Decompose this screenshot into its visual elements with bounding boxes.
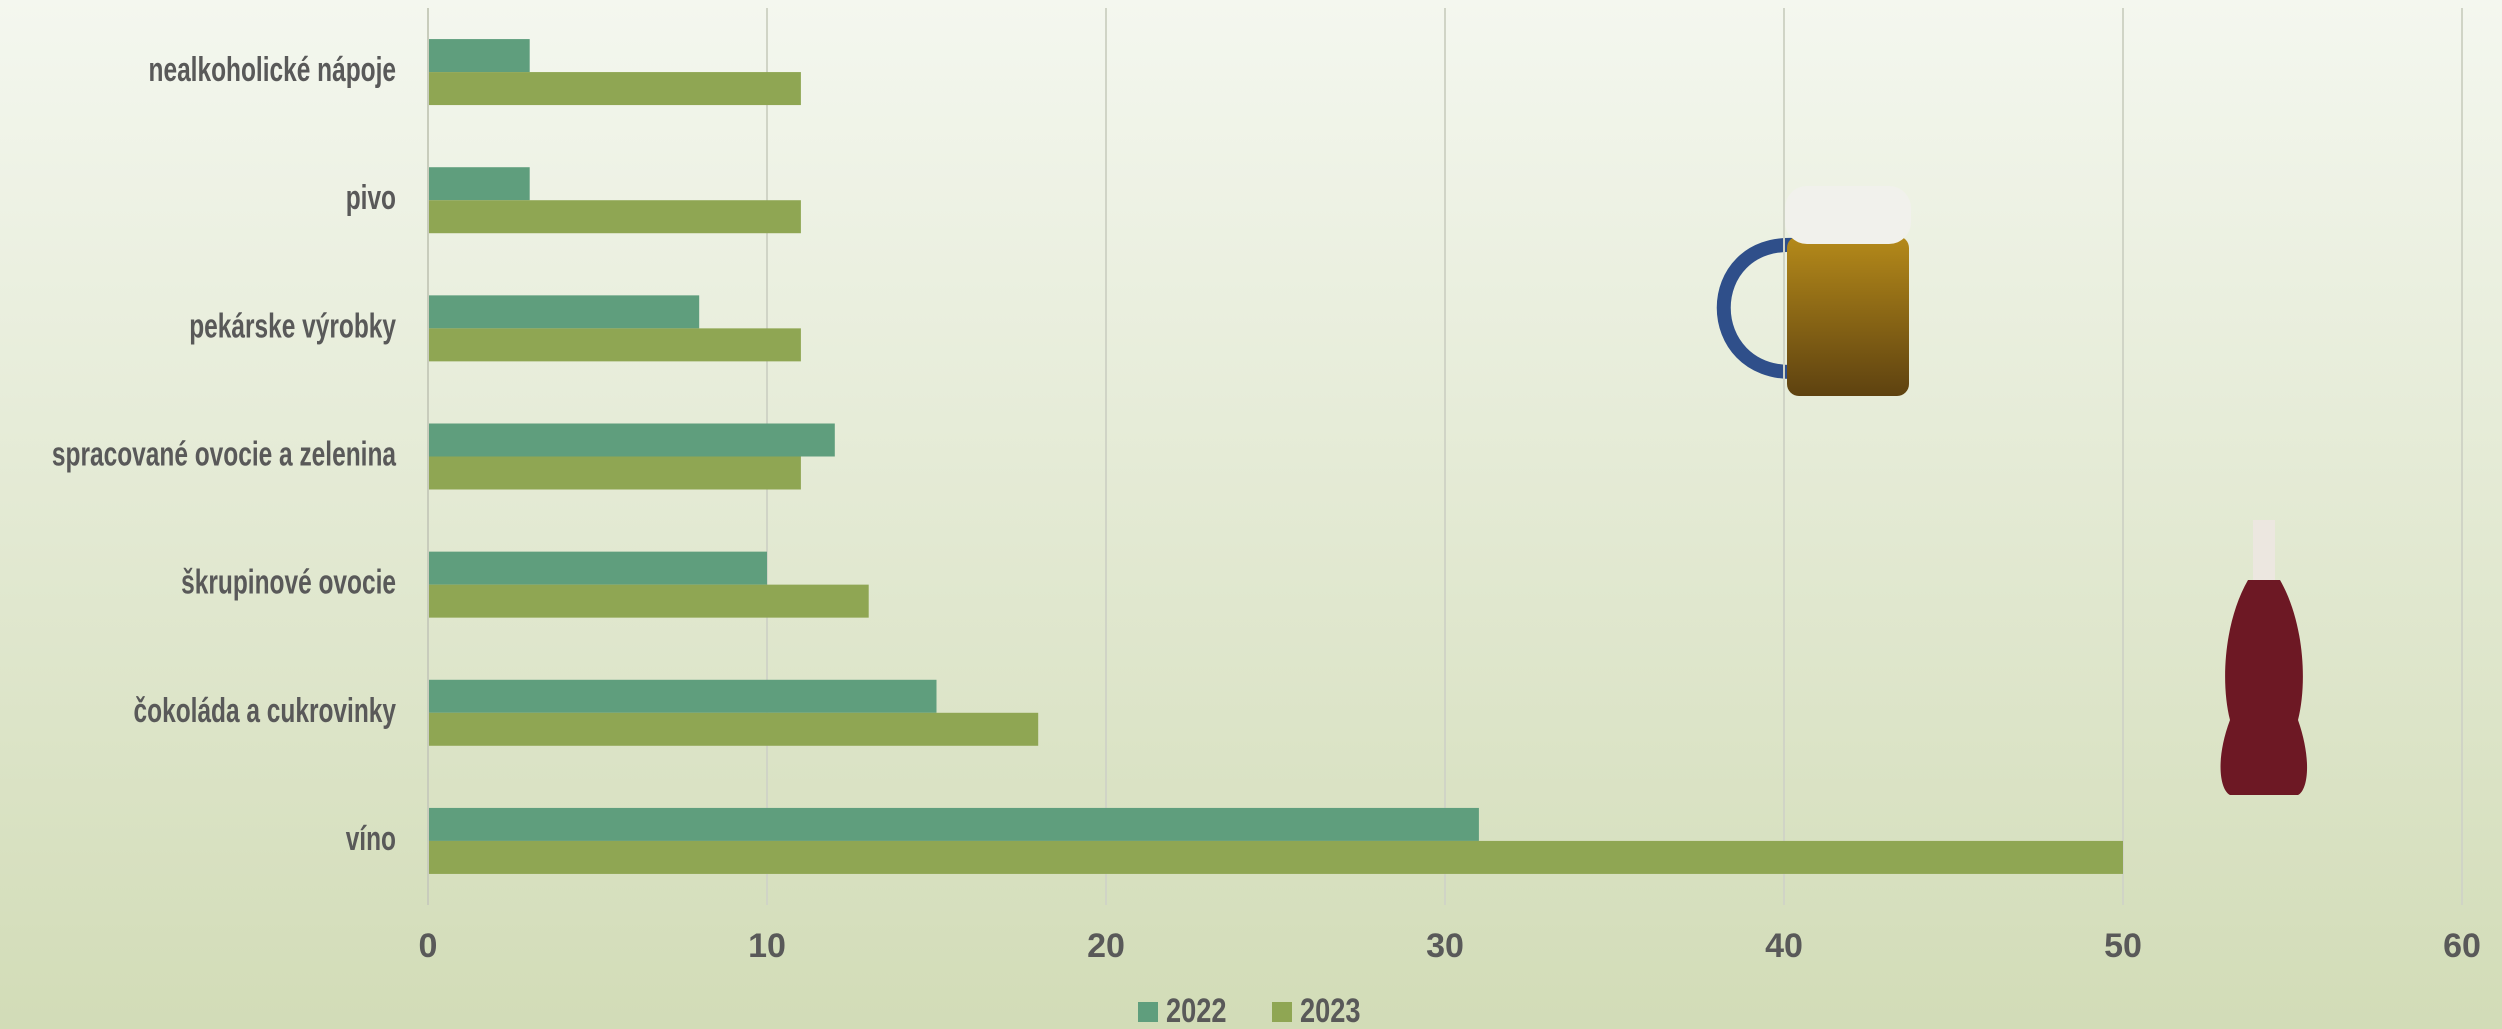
category-label-group: pekárske výrobky: [189, 308, 396, 346]
x-tick-label: 50: [2104, 927, 2142, 965]
category-label-group: pivo: [346, 179, 396, 217]
x-tick-label: 10: [748, 927, 786, 965]
cola-bottle: [2220, 520, 2308, 795]
category-label-group: nealkoholické nápoje: [149, 51, 396, 89]
bar: [428, 200, 801, 234]
x-tick-label: 40: [1765, 927, 1803, 965]
y-tick-label: nealkoholické nápoje: [149, 51, 396, 89]
bar: [428, 72, 801, 106]
x-tick-label: 60: [2443, 927, 2481, 965]
bar: [428, 39, 530, 73]
legend-swatch: [1138, 1002, 1158, 1022]
y-tick-label: pekárske výrobky: [189, 308, 396, 346]
y-tick-label: škrupinové ovocie: [181, 564, 396, 602]
legend-label: 2023: [1300, 991, 1360, 1029]
category-label-group: škrupinové ovocie: [181, 564, 396, 602]
x-tick-label: 30: [1426, 927, 1464, 965]
bar: [428, 584, 869, 618]
bar: [428, 328, 801, 362]
bar: [428, 456, 801, 490]
beer-mug: [1716, 186, 1911, 396]
legend-label: 2022: [1166, 991, 1226, 1029]
legend-label-group: 2022: [1166, 991, 1226, 1029]
bar: [428, 551, 767, 585]
bar: [428, 679, 937, 713]
legend-swatch: [1272, 1002, 1292, 1022]
y-tick-label: víno: [346, 820, 396, 858]
bar: [428, 807, 1479, 841]
category-label-group: čokoláda a cukrovinky: [134, 692, 397, 730]
bar: [428, 840, 2123, 874]
bar: [428, 423, 835, 457]
y-tick-label: spracované ovocie a zelenina: [52, 436, 396, 474]
y-tick-label: pivo: [346, 179, 396, 217]
bar: [428, 295, 700, 329]
y-tick-label: čokoláda a cukrovinky: [134, 692, 397, 730]
bar: [428, 167, 530, 201]
x-tick-label: 0: [419, 927, 438, 965]
x-tick-label: 20: [1087, 927, 1125, 965]
legend-label-group: 2023: [1300, 991, 1360, 1029]
bar: [428, 712, 1039, 746]
category-label-group: víno: [346, 820, 396, 858]
category-label-group: spracované ovocie a zelenina: [52, 436, 396, 474]
